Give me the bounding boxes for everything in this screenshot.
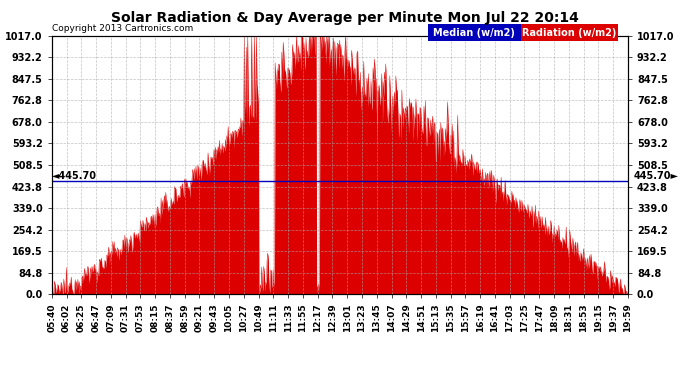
Text: Radiation (w/m2): Radiation (w/m2) — [522, 28, 616, 38]
Text: Median (w/m2): Median (w/m2) — [433, 28, 515, 38]
Text: 445.70►: 445.70► — [633, 171, 679, 181]
Text: Copyright 2013 Cartronics.com: Copyright 2013 Cartronics.com — [52, 24, 193, 33]
Text: Solar Radiation & Day Average per Minute Mon Jul 22 20:14: Solar Radiation & Day Average per Minute… — [111, 11, 579, 25]
Text: ◄445.70: ◄445.70 — [52, 171, 97, 181]
